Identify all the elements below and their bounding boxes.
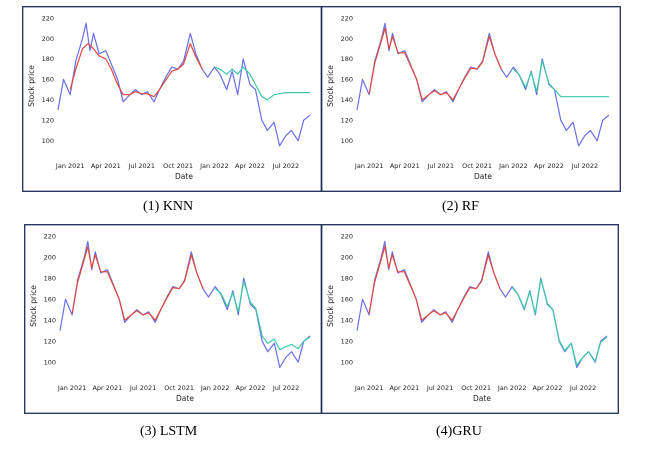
y-tick-label: 100 [42,137,54,145]
y-tick-label: 160 [44,295,56,303]
y-tick-label: 120 [44,338,56,346]
y-tick-label: 180 [44,274,56,282]
x-tick-label: Jan 2022 [200,384,230,392]
chart-svg: 100 120 140 160 180 200 220 Jan 2021 Apr 2021 Jul… [24,224,322,414]
chart-svg: 100 120 140 160 180 200 220 Jan 2021 Apr 2021 Jul… [22,6,322,192]
x-tick-label: Jan 2022 [199,162,229,170]
x-tick-label: Jan 2022 [498,162,528,170]
x-tick-label: Apr 2022 [236,384,266,392]
chart-panel-knn: 100 120 140 160 180 200 220 Jan 2021 Apr 2021 Jul… [22,6,322,192]
x-axis-label: Date [176,394,194,403]
y-tick-label: 100 [44,359,56,367]
y-axis-label: Stock price [27,65,36,107]
y-tick-label: 100 [341,359,353,367]
y-tick-label: 200 [341,253,353,261]
x-tick-label: Jan 2022 [497,384,527,392]
panel-frame [321,224,619,414]
x-axis-label: Date [473,394,491,403]
x-tick-label: Apr 2021 [389,384,419,392]
x-tick-label: Oct 2021 [163,162,193,170]
y-axis-label: Stock price [326,285,335,327]
x-tick-label: Oct 2021 [461,384,491,392]
y-axis-label: Stock price [29,285,38,327]
x-tick-label: Jul 2022 [272,384,299,392]
train-prediction-line [368,27,502,101]
caption-lstm: (3) LSTM [140,424,198,439]
x-tick-label: Jul 2022 [569,384,596,392]
caption-rf: (2) RF [442,199,479,214]
chart-panel-rf: 100 120 140 160 180 200 220 Jan 2021 Apr 2021 Jul… [321,6,621,192]
y-tick-label: 160 [42,76,54,84]
y-tick-label: 160 [341,76,353,84]
panel-frame [321,6,621,192]
x-axis-label: Date [474,172,492,181]
y-tick-label: 180 [42,55,54,63]
chart-svg: 100 120 140 160 180 200 220 Jan 2021 Apr 2021 Jul… [321,224,619,414]
x-tick-label: Jul 2021 [129,384,156,392]
x-tick-label: Apr 2022 [533,384,563,392]
y-tick-label: 140 [42,96,54,104]
chart-panel-gru: 100 120 140 160 180 200 220 Jan 2021 Apr 2021 Jul… [321,224,619,414]
x-tick-label: Apr 2022 [534,162,564,170]
x-tick-label: Jan 2021 [57,384,87,392]
y-axis-label: Stock price [326,65,335,107]
x-tick-label: Jan 2021 [354,162,384,170]
y-tick-label: 100 [341,137,353,145]
test-prediction-line [512,60,609,98]
y-tick-label: 220 [44,232,56,240]
y-tick-label: 140 [341,316,353,324]
caption-gru: (4)GRU [436,424,482,439]
x-tick-label: Oct 2021 [462,162,492,170]
x-tick-label: Apr 2021 [91,162,121,170]
x-tick-label: Jan 2021 [55,162,85,170]
y-tick-label: 200 [44,253,56,261]
chart-panel-lstm: 100 120 140 160 180 200 220 Jan 2021 Apr 2021 Jul… [24,224,322,414]
y-tick-label: 140 [44,316,56,324]
test-prediction-line [214,280,311,351]
x-tick-label: Jul 2021 [426,384,453,392]
y-tick-label: 120 [42,117,54,125]
y-tick-label: 200 [42,35,54,43]
y-tick-label: 140 [341,96,353,104]
train-prediction-line [368,246,501,321]
x-tick-label: Jul 2021 [427,162,454,170]
test-prediction-line [214,66,310,101]
x-tick-label: Jul 2021 [128,162,155,170]
x-tick-label: Jul 2022 [272,162,299,170]
caption-knn: (1) KNN [143,199,194,214]
train-prediction-line [71,246,204,321]
x-tick-label: Jul 2022 [571,162,598,170]
y-tick-label: 220 [341,232,353,240]
actual-price-line [57,22,311,147]
train-prediction-line [69,42,203,98]
y-tick-label: 220 [42,14,54,22]
test-prediction-line [511,278,608,366]
x-tick-label: Oct 2021 [164,384,194,392]
y-tick-label: 120 [341,338,353,346]
x-tick-label: Apr 2022 [235,162,265,170]
y-tick-label: 200 [341,35,353,43]
x-tick-label: Jan 2021 [354,384,384,392]
y-tick-label: 220 [341,14,353,22]
y-tick-label: 160 [341,295,353,303]
x-tick-label: Apr 2021 [92,384,122,392]
y-tick-label: 120 [341,117,353,125]
x-axis-label: Date [175,172,193,181]
chart-svg: 100 120 140 160 180 200 220 Jan 2021 Apr 2021 Jul… [321,6,621,192]
y-tick-label: 180 [341,55,353,63]
x-tick-label: Apr 2021 [390,162,420,170]
y-tick-label: 180 [341,274,353,282]
